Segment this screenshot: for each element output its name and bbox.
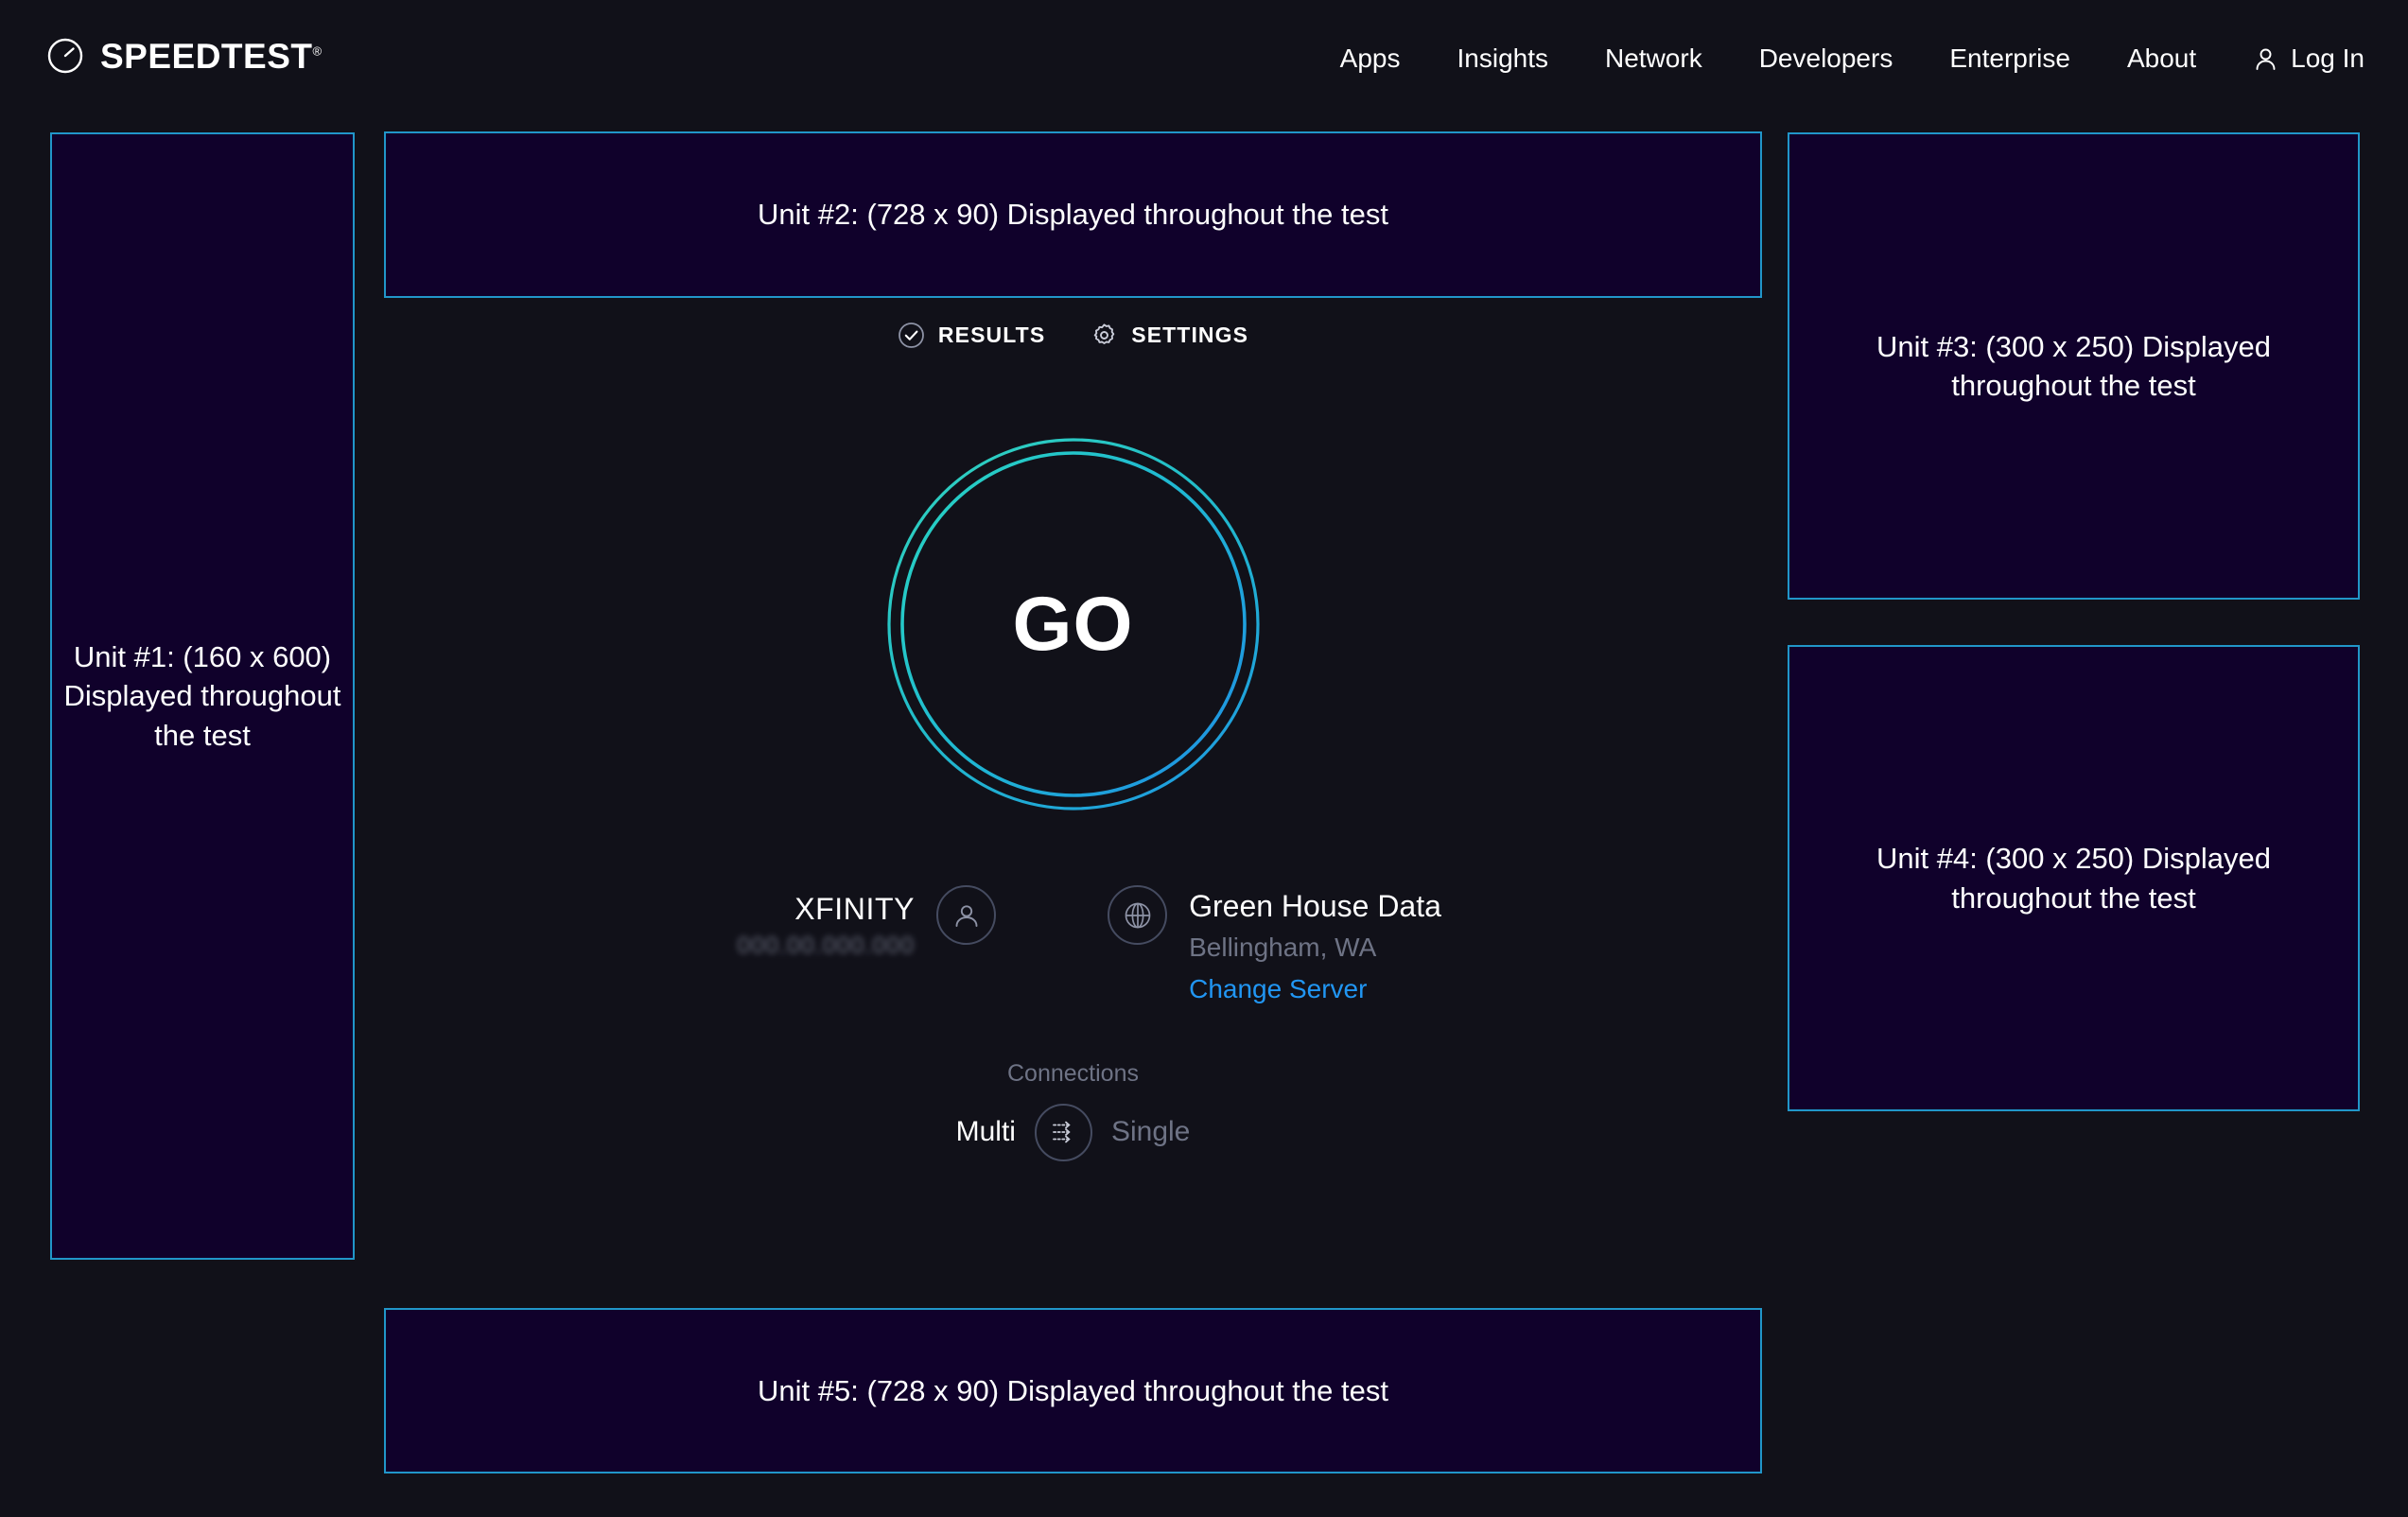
isp-texts: XFINITY 000.00.000.000 [705,885,915,957]
tab-settings-label: SETTINGS [1131,323,1249,347]
nav-item-about[interactable]: About [2126,44,2197,73]
brand-trademark: ® [312,44,323,59]
user-icon [2253,46,2278,72]
login-label: Log In [2291,44,2364,73]
ad-unit-1-text: Unit #1: (160 x 600) Displayed throughou… [63,640,341,752]
check-circle-icon [898,322,925,349]
site-header: SPEEDTEST® Apps Insights Network Develop… [0,0,2408,129]
isp-name: XFINITY [794,892,916,926]
ad-unit-2[interactable]: Unit #2: (728 x 90) Displayed throughout… [384,131,1762,298]
nav-item-insights[interactable]: Insights [1457,44,1549,73]
main-navigation: Apps Insights Network Developers Enterpr… [1312,42,2364,76]
isp-info[interactable]: XFINITY 000.00.000.000 [705,885,997,957]
brand-name: SPEEDTEST® [100,39,322,74]
tab-bar: RESULTS SETTINGS [898,322,1248,349]
ad-unit-1[interactable]: Unit #1: (160 x 600) Displayed throughou… [50,132,355,1260]
tab-settings[interactable]: SETTINGS [1091,322,1248,349]
nav-item-network[interactable]: Network [1605,44,1702,73]
change-server-link[interactable]: Change Server [1189,973,1368,1003]
ad-unit-4[interactable]: Unit #4: (300 x 250) Displayed throughou… [1788,645,2360,1111]
speedometer-icon [45,36,85,76]
user-circle-icon [936,885,997,945]
gear-icon [1091,322,1118,349]
nav-item-enterprise[interactable]: Enterprise [1949,44,2070,73]
go-button-label: GO [1012,581,1134,667]
connections-label: Connections [1007,1059,1139,1087]
connections-option-multi[interactable]: Multi [955,1116,1016,1148]
isp-ip-address: 000.00.000.000 [737,935,916,957]
server-name: Green House Data [1189,889,1441,923]
speedtest-main: RESULTS SETTINGS [384,322,1762,1161]
nav-item-developers[interactable]: Developers [1758,44,1893,73]
brand-name-text: SPEEDTEST [100,36,313,76]
tab-results[interactable]: RESULTS [898,322,1045,349]
brand-logo[interactable]: SPEEDTEST® [45,36,322,76]
connections-toggle: Multi Single [955,1103,1191,1161]
ad-unit-3[interactable]: Unit #3: (300 x 250) Displayed throughou… [1788,132,2360,600]
ad-unit-5[interactable]: Unit #5: (728 x 90) Displayed throughout… [384,1308,1762,1473]
login-button[interactable]: Log In [2225,44,2364,74]
ad-unit-5-text: Unit #5: (728 x 90) Displayed throughout… [758,1373,1388,1407]
ad-unit-4-text: Unit #4: (300 x 250) Displayed throughou… [1876,842,2271,915]
server-info: Green House Data Bellingham, WA Change S… [1108,885,1441,1005]
go-button[interactable]: GO [886,437,1261,811]
server-location: Bellingham, WA [1189,933,1377,963]
connections-section: Connections Multi Sin [955,1059,1191,1161]
connections-option-single[interactable]: Single [1110,1116,1191,1148]
multi-arrows-icon[interactable] [1034,1103,1092,1161]
ad-unit-3-text: Unit #3: (300 x 250) Displayed throughou… [1876,329,2271,402]
server-texts: Green House Data Bellingham, WA Change S… [1189,885,1441,1005]
tab-results-label: RESULTS [937,323,1046,347]
ad-unit-2-text: Unit #2: (728 x 90) Displayed throughout… [758,198,1388,232]
globe-circle-icon [1108,885,1168,945]
connection-info: XFINITY 000.00.000.000 [705,885,1441,1005]
nav-item-apps[interactable]: Apps [1339,44,1401,73]
